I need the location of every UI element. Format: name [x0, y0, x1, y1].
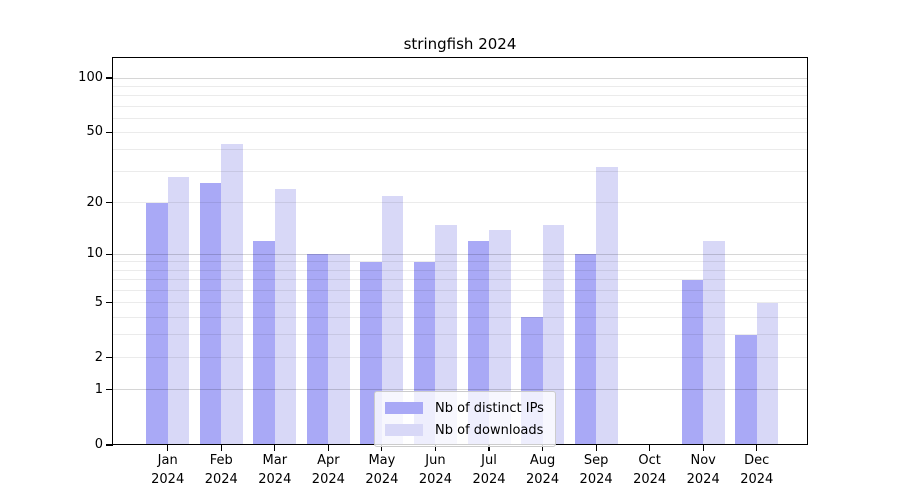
- bar-downloads: [381, 195, 404, 445]
- bar-distinct-ips: [735, 334, 757, 445]
- legend-swatch-distinct-ips: [385, 402, 423, 414]
- legend-label-distinct-ips: Nb of distinct IPs: [435, 400, 544, 416]
- y-tick-mark: [106, 131, 113, 133]
- gridline-minor: [113, 117, 807, 119]
- bar-downloads: [703, 241, 725, 445]
- y-tick-mark: [106, 253, 113, 255]
- x-tick-mark: [541, 445, 544, 451]
- gridline-minor: [113, 302, 807, 304]
- x-tick-label: Nov 2024: [686, 453, 720, 487]
- gridline-minor: [113, 131, 807, 133]
- gridline-minor: [113, 316, 807, 318]
- legend: Nb of distinct IPs Nb of downloads: [374, 391, 556, 447]
- y-tick-label: 5: [94, 294, 103, 310]
- gridline-minor: [113, 357, 807, 359]
- y-tick-label: 2: [94, 349, 103, 365]
- x-tick-label: Mar 2024: [258, 453, 292, 487]
- x-tick-label: Dec 2024: [740, 453, 774, 487]
- y-tick-mark: [106, 389, 113, 391]
- bar-downloads: [435, 224, 457, 445]
- x-tick-label: Feb 2024: [204, 453, 238, 487]
- gridline-minor: [113, 149, 807, 151]
- x-tick-label: Apr 2024: [311, 453, 345, 487]
- gridline-minor: [113, 171, 807, 173]
- x-tick-label: Aug 2024: [526, 453, 560, 487]
- gridline-minor: [113, 95, 807, 97]
- bar-downloads: [596, 166, 618, 445]
- legend-label-downloads: Nb of downloads: [435, 422, 544, 438]
- y-tick-mark: [106, 202, 113, 204]
- y-tick-label: 100: [78, 70, 103, 85]
- x-tick-mark: [595, 445, 597, 451]
- gridline-major: [113, 253, 807, 255]
- x-tick-mark: [702, 445, 704, 451]
- bar-downloads: [274, 189, 297, 445]
- gridline-minor: [113, 105, 807, 107]
- y-tick-label: 20: [86, 194, 103, 210]
- x-tick-mark: [381, 445, 383, 451]
- x-tick-mark: [274, 445, 276, 451]
- bar-distinct-ips: [306, 254, 329, 445]
- x-tick-label: Oct 2024: [633, 453, 667, 487]
- chart-title: stringfish 2024: [403, 35, 517, 53]
- bar-downloads: [167, 177, 190, 445]
- bar-distinct-ips: [681, 279, 704, 445]
- x-tick-label: Jul 2024: [472, 453, 506, 487]
- gridline-minor: [113, 202, 807, 204]
- x-tick-mark: [167, 445, 169, 451]
- x-tick-mark: [434, 445, 437, 451]
- bar-distinct-ips: [199, 182, 222, 445]
- x-tick-label: Jan 2024: [151, 453, 185, 487]
- x-tick-mark: [220, 445, 222, 451]
- x-tick-label: Sep 2024: [579, 453, 613, 487]
- y-tick-label: 0: [94, 437, 103, 452]
- y-tick-label: 1: [94, 381, 103, 397]
- bar-distinct-ips: [253, 241, 275, 445]
- legend-swatch-downloads: [385, 424, 423, 436]
- x-tick-mark: [649, 445, 651, 451]
- y-tick-mark: [106, 301, 113, 304]
- x-tick-mark: [327, 445, 329, 451]
- x-tick-label: Jun 2024: [418, 453, 452, 487]
- y-tick-label: 50: [86, 124, 103, 140]
- bar-downloads: [221, 144, 243, 445]
- gridline-minor: [113, 334, 807, 336]
- gridline-minor: [113, 289, 807, 291]
- y-tick-mark: [106, 77, 113, 79]
- y-tick-label: 10: [86, 246, 103, 262]
- x-tick-mark: [488, 445, 490, 451]
- gridline-minor: [113, 261, 807, 263]
- y-tick-mark: [106, 444, 113, 446]
- bar-downloads: [756, 302, 779, 445]
- bar-downloads: [328, 254, 350, 445]
- bar-distinct-ips: [574, 254, 597, 445]
- bar-downloads: [542, 224, 565, 445]
- y-tick-mark: [106, 357, 113, 359]
- gridline-major: [113, 77, 807, 79]
- gridline-minor: [113, 85, 807, 87]
- x-tick-mark: [756, 445, 758, 451]
- gridline-major: [113, 389, 807, 391]
- gridline-minor: [113, 279, 807, 281]
- x-tick-label: May 2024: [365, 453, 399, 487]
- bar-distinct-ips: [146, 202, 168, 445]
- legend-entry-distinct-ips: Nb of distinct IPs: [385, 397, 544, 419]
- legend-entry-downloads: Nb of downloads: [385, 419, 544, 441]
- gridline-minor: [113, 269, 807, 271]
